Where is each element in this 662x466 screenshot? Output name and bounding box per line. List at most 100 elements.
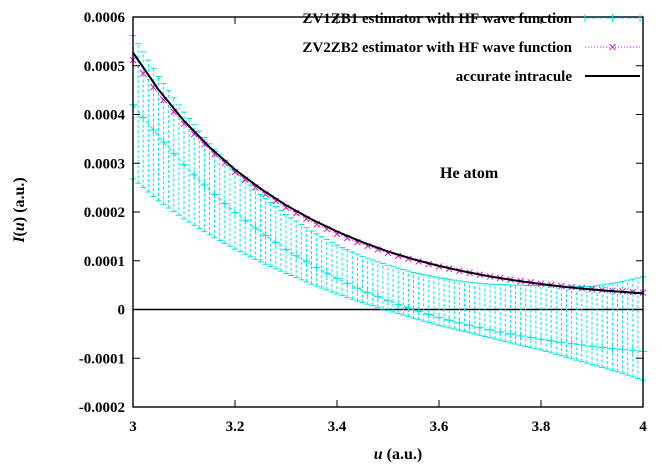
point-zv1zb1 [394, 300, 402, 308]
legend-label-zv1zb1: ZV1ZB1 estimator with HF wave function [302, 11, 572, 27]
x-tick-label: 3.2 [226, 419, 245, 435]
error-bar-zv1zb1 [309, 231, 315, 284]
error-bar-zv1zb1 [589, 287, 595, 365]
point-zv1zb1 [578, 341, 586, 349]
error-bar-zv1zb1 [604, 284, 610, 369]
error-bar-zv1zb1 [609, 283, 615, 370]
error-bar-zv1zb1 [278, 210, 284, 271]
error-bar-zv1zb1 [354, 254, 360, 301]
error-bar-zv1zb1 [569, 286, 575, 359]
error-bar-zv1zb1 [324, 239, 330, 290]
point-zv1zb1 [629, 346, 637, 354]
point-zv1zb1 [302, 258, 310, 266]
x-tick-label: 4 [639, 419, 647, 435]
x-axis-title-var: u [374, 446, 383, 463]
error-bar-zv1zb1 [615, 282, 621, 371]
series-line-zv2zb2 [133, 60, 643, 293]
error-bar-zv1zb1 [293, 221, 299, 278]
error-bar-zv1zb1 [176, 105, 182, 215]
error-bar-zv1zb1 [268, 202, 274, 266]
point-zv1zb1 [404, 304, 412, 312]
point-zv1zb1 [619, 345, 627, 353]
legend-label-zv2zb2: ZV2ZB2 estimator with HF wave function [302, 40, 572, 56]
x-axis-title: u (a.u.) [374, 446, 422, 463]
error-bar-zv1zb1 [431, 277, 437, 324]
point-zv1zb1 [517, 332, 525, 340]
y-tick-label: 0.0003 [84, 156, 125, 172]
x-tick-label: 3.8 [532, 419, 551, 435]
error-bar-zv1zb1 [390, 267, 396, 312]
point-zv1zb1 [333, 275, 341, 283]
x-axis-title-unit: (a.u.) [383, 446, 423, 463]
error-bar-zv1zb1 [574, 286, 580, 360]
series-layer [129, 36, 647, 381]
point-zv1zb1 [374, 293, 382, 301]
legend-item-zv2zb2: ZV2ZB2 estimator with HF wave function [302, 40, 640, 56]
point-zv1zb1 [200, 181, 208, 189]
point-zv1zb1 [496, 328, 504, 336]
y-axis-title: I(u) (a.u.) [11, 177, 28, 243]
point-zv1zb1 [455, 319, 463, 327]
point-zv1zb1 [476, 324, 484, 332]
error-bar-zv1zb1 [227, 166, 233, 247]
y-tick-label: 0.0001 [84, 254, 125, 270]
point-zv1zb1 [527, 334, 535, 342]
point-zv1zb1 [190, 171, 198, 179]
point-zv1zb1 [282, 246, 290, 254]
error-bar-zv1zb1 [543, 286, 549, 352]
point-zv1zb1 [323, 269, 331, 277]
error-bar-zv1zb1 [360, 256, 366, 302]
legend: ZV1ZB1 estimator with HF wave function Z… [302, 11, 640, 85]
error-bar-zv1zb1 [370, 260, 376, 306]
error-bar-zv1zb1 [380, 264, 386, 309]
point-zv1zb1 [292, 252, 300, 260]
point-zv1zb1 [415, 307, 423, 315]
error-bar-zv1zb1 [247, 185, 253, 257]
y-tick-label: 0.0006 [84, 10, 126, 26]
error-bar-zv1zb1 [365, 258, 371, 304]
error-bar-zv1zb1 [579, 286, 585, 361]
point-zv1zb1 [221, 200, 229, 208]
point-zv1zb1 [425, 310, 433, 318]
point-zv1zb1 [547, 337, 555, 345]
point-zv1zb1 [608, 344, 616, 352]
point-zv1zb1 [557, 338, 565, 346]
y-tick-label: 0 [118, 303, 126, 319]
point-zv1zb1 [435, 314, 443, 322]
error-bar-zv1zb1 [237, 176, 243, 252]
point-zv1zb1 [568, 340, 576, 348]
error-bar-zv1zb1 [283, 214, 289, 273]
point-zv1zb1 [211, 191, 219, 199]
error-bar-zv1zb1 [344, 250, 350, 298]
y-tick-label: 0.0002 [84, 205, 125, 221]
error-bar-zv1zb1 [273, 206, 279, 268]
error-bar-zv1zb1 [303, 228, 309, 282]
legend-item-accurate: accurate intracule [456, 69, 640, 85]
error-bar-zv1zb1 [145, 60, 151, 192]
point-zv1zb1 [486, 326, 494, 334]
point-zv1zb1 [353, 284, 361, 292]
x-tick-label: 3.6 [430, 419, 449, 435]
point-zv1zb1 [139, 113, 147, 121]
error-bar-zv1zb1 [298, 224, 304, 279]
error-bar-zv1zb1 [288, 218, 294, 276]
error-bar-zv1zb1 [263, 198, 269, 264]
error-bar-zv1zb1 [339, 247, 345, 295]
point-zv1zb1 [262, 231, 270, 239]
legend-symbol-zv1zb1 [585, 14, 640, 22]
legend-item-zv1zb1: ZV1ZB1 estimator with HF wave function [302, 11, 640, 27]
error-bar-zv1zb1 [594, 286, 600, 366]
x-tick-label: 3.4 [328, 419, 347, 435]
error-bar-zv1zb1 [564, 286, 570, 357]
point-zv1zb1 [598, 343, 606, 351]
point-zv1zb1 [241, 216, 249, 224]
point-zv1zb1 [180, 161, 188, 169]
error-bar-zv1zb1 [553, 286, 559, 354]
point-zv1zb1 [537, 335, 545, 343]
y-axis-title-unit: ) (a.u.) [11, 177, 28, 222]
y-tick-label: -0.0002 [79, 400, 125, 416]
error-bar-zv1zb1 [334, 245, 340, 294]
error-bar-zv1zb1 [319, 237, 325, 288]
legend-marker-zv2zb2 [610, 44, 616, 50]
